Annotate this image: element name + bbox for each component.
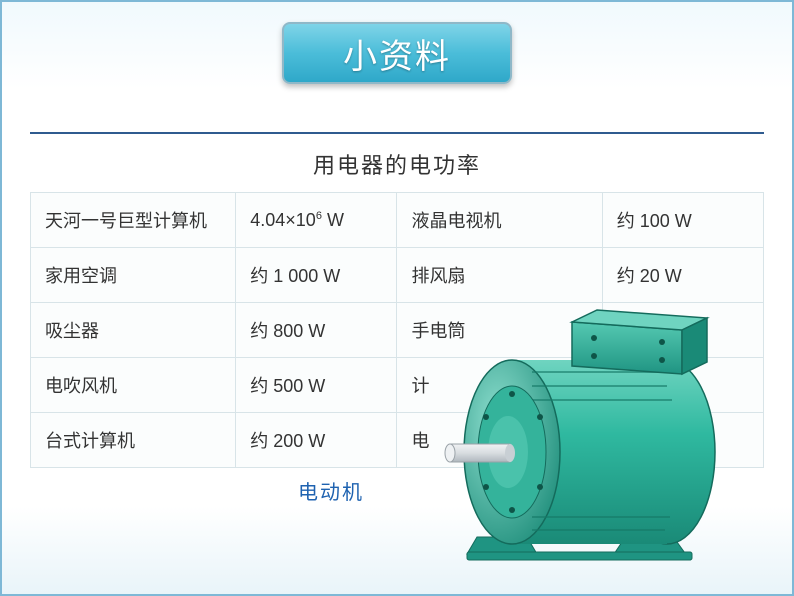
title-badge: 小资料 xyxy=(282,22,512,84)
motor-label: 电动机 xyxy=(298,476,364,505)
appliance-name: 吸尘器 xyxy=(31,303,236,358)
appliance-power: 约 100 W xyxy=(602,193,763,248)
table-row: 家用空调约 1 000 W排风扇约 20 W xyxy=(31,248,764,303)
appliance-power: 约 200 W xyxy=(236,413,397,468)
motor-illustration xyxy=(422,302,762,572)
appliance-power: 4.04×106 W xyxy=(236,193,397,248)
appliance-power: 约 1 000 W xyxy=(236,248,397,303)
appliance-power: 约 500 W xyxy=(236,358,397,413)
table-row: 天河一号巨型计算机4.04×106 W液晶电视机约 100 W xyxy=(31,193,764,248)
table-title: 用电器的电功率 xyxy=(30,148,764,180)
appliance-name: 天河一号巨型计算机 xyxy=(31,193,236,248)
appliance-name: 液晶电视机 xyxy=(397,193,602,248)
appliance-power: 约 20 W xyxy=(602,248,763,303)
divider-line xyxy=(30,132,764,134)
appliance-name: 排风扇 xyxy=(397,248,602,303)
title-badge-text: 小资料 xyxy=(343,29,451,78)
appliance-power: 约 800 W xyxy=(236,303,397,358)
appliance-name: 家用空调 xyxy=(31,248,236,303)
appliance-name: 台式计算机 xyxy=(31,413,236,468)
appliance-name: 电吹风机 xyxy=(31,358,236,413)
